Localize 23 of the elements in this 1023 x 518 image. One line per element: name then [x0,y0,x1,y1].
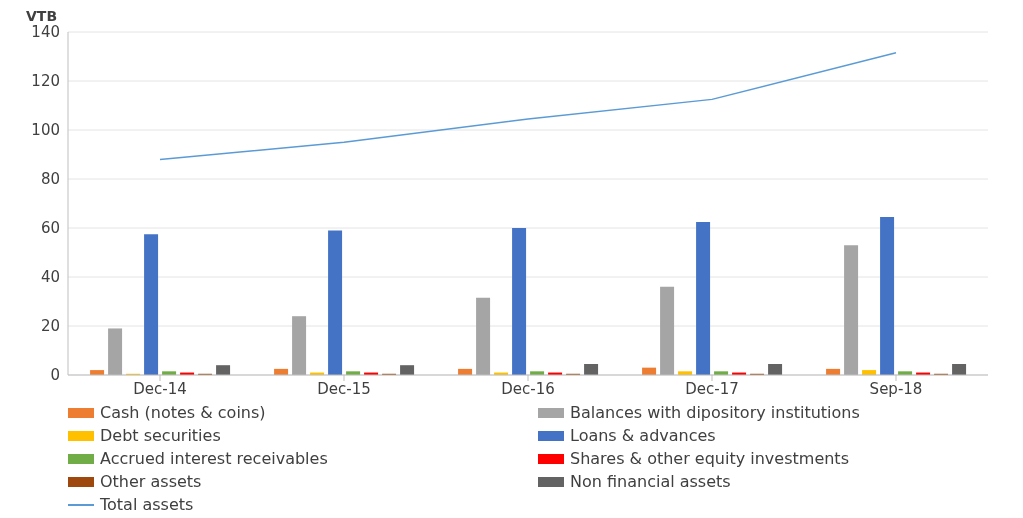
y-tick-label: 100 [31,121,60,140]
x-tick-label: Dec-15 [317,379,371,398]
y-tick-label: 60 [40,219,60,238]
x-tick-label: Dec-16 [501,379,555,398]
legend-label: Balances with dipository institutions [570,403,860,422]
legend-label: Shares & other equity investments [570,449,849,468]
x-tick-label: Dec-14 [133,379,187,398]
y-axis-title: VTB [26,8,59,24]
legend-label: Total assets [100,495,194,514]
legend-label: Debt securities [100,426,221,445]
x-tick-label: Dec-17 [685,379,739,398]
y-tick-label: 40 [40,268,60,287]
y-tick-label: 140 [31,23,60,42]
legend-label: Non financial assets [570,472,731,491]
legend-label: Loans & advances [570,426,716,445]
y-tick-label: 80 [40,170,60,189]
y-tick-label: 120 [31,72,60,91]
y-tick-label: 20 [40,317,60,336]
y-tick-label: 0 [50,366,60,385]
legend-label: Accrued interest receivables [100,449,328,468]
x-tick-label: Sep-18 [869,379,923,398]
legend-label: Cash (notes & coins) [100,403,266,422]
legend-label: Other assets [100,472,202,491]
